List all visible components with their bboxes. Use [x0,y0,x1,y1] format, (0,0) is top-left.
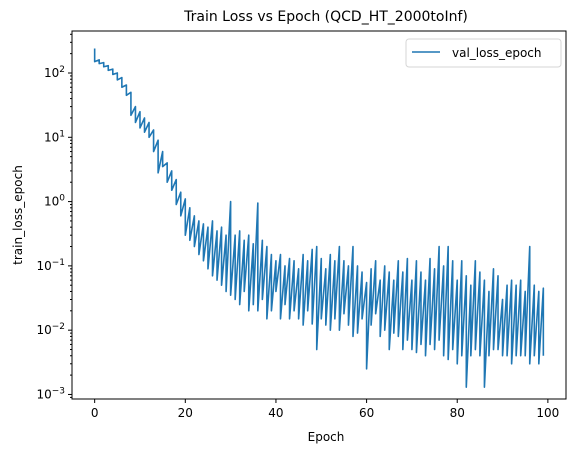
x-tick-label: 100 [536,406,559,420]
x-axis-ticks: 0 20 40 60 80 100 [91,399,559,420]
x-axis-label: Epoch [308,430,345,444]
y-axis-label: train_loss_epoch [11,165,25,265]
legend: val_loss_epoch [405,38,562,68]
y-tick-label: 100 [44,194,65,209]
series-line-val_loss_epoch [93,48,545,388]
x-tick-label: 60 [359,406,374,420]
y-axis-ticks: 10−3 10−2 10−1 100 101 102 [36,33,72,401]
x-tick-label: 40 [268,406,283,420]
axes-frame [71,30,567,400]
y-tick-label: 10−1 [36,258,65,273]
series-layer [93,48,545,388]
x-tick-label: 0 [91,406,99,420]
y-tick-label: 10−3 [36,386,65,401]
chart-title: Train Loss vs Epoch (QCD_HT_2000toInf) [183,9,468,25]
legend-label: val_loss_epoch [452,46,542,60]
plot-area: 0 20 40 60 80 100 10−3 10−2 10−1 100 101 102 [36,30,567,420]
y-tick-label: 102 [44,65,65,80]
y-tick-label: 101 [44,129,65,144]
x-tick-label: 20 [178,406,193,420]
x-tick-label: 80 [450,406,465,420]
y-tick-label: 10−2 [36,322,65,337]
legend-box [405,38,562,68]
